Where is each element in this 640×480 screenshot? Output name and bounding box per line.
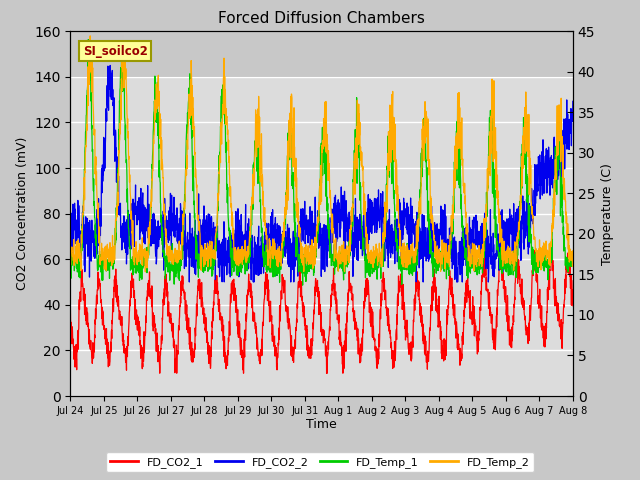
Y-axis label: Temperature (C): Temperature (C)	[601, 163, 614, 264]
Legend: FD_CO2_1, FD_CO2_2, FD_Temp_1, FD_Temp_2: FD_CO2_1, FD_CO2_2, FD_Temp_1, FD_Temp_2	[106, 452, 534, 472]
Y-axis label: CO2 Concentration (mV): CO2 Concentration (mV)	[15, 137, 29, 290]
Bar	[70, 31, 573, 77]
X-axis label: Time: Time	[306, 419, 337, 432]
Title: Forced Diffusion Chambers: Forced Diffusion Chambers	[218, 11, 425, 26]
Text: SI_soilco2: SI_soilco2	[83, 45, 148, 58]
